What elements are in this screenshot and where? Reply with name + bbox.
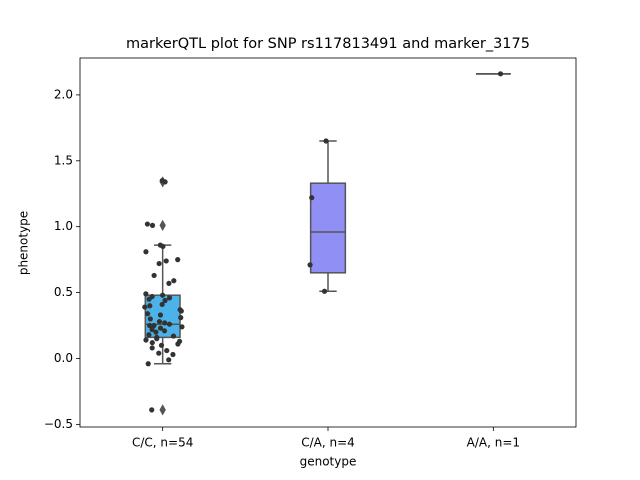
data-point xyxy=(143,249,149,255)
data-point xyxy=(157,312,164,318)
data-point xyxy=(146,332,152,338)
data-point xyxy=(156,260,162,267)
data-point xyxy=(175,341,181,347)
data-point xyxy=(146,296,152,302)
data-point xyxy=(309,195,315,201)
data-point xyxy=(178,308,184,314)
data-point xyxy=(178,315,184,321)
data-point xyxy=(497,71,504,77)
box xyxy=(309,182,347,274)
data-point xyxy=(156,318,163,325)
data-point xyxy=(162,179,168,185)
x-axis-label: genotype xyxy=(300,455,357,469)
y-tick-label: 2.0 xyxy=(54,87,73,101)
data-point xyxy=(158,342,165,348)
x-tick-label: A/A, n=1 xyxy=(467,436,520,450)
data-point xyxy=(162,297,168,304)
data-point xyxy=(166,280,172,286)
data-point xyxy=(145,311,151,317)
data-point xyxy=(142,304,148,310)
data-point xyxy=(170,351,176,358)
y-tick-label: 1.5 xyxy=(54,153,73,167)
data-point xyxy=(160,243,166,250)
y-tick-label: −0.5 xyxy=(44,417,73,431)
data-point xyxy=(159,301,165,308)
data-point xyxy=(154,336,160,342)
data-point xyxy=(171,278,177,284)
data-point xyxy=(149,222,156,228)
data-point xyxy=(175,257,181,263)
data-point xyxy=(160,292,166,298)
y-tick-label: 1.0 xyxy=(54,219,73,233)
data-point xyxy=(323,138,329,144)
data-point xyxy=(156,350,162,356)
data-point xyxy=(163,258,169,264)
chart-title: markerQTL plot for SNP rs117813491 and m… xyxy=(126,36,530,52)
data-point xyxy=(162,320,168,326)
data-point xyxy=(166,321,173,327)
data-point xyxy=(144,221,151,227)
data-point xyxy=(149,326,155,333)
x-tick-label: C/A, n=4 xyxy=(301,436,355,450)
outlier xyxy=(159,219,166,231)
data-point xyxy=(149,345,155,351)
data-point xyxy=(151,322,157,329)
data-point xyxy=(143,337,149,343)
data-point xyxy=(321,288,328,294)
data-point xyxy=(170,333,177,339)
data-point xyxy=(166,295,173,301)
data-point xyxy=(166,357,172,363)
data-point xyxy=(147,316,153,322)
y-tick-label: 0.5 xyxy=(54,285,73,299)
data-point xyxy=(151,272,157,279)
data-point xyxy=(179,324,185,330)
data-point xyxy=(149,340,155,346)
data-point xyxy=(164,347,170,354)
data-point xyxy=(157,325,164,331)
data-point xyxy=(161,328,168,334)
y-axis-label: phenotype xyxy=(17,211,31,275)
data-point xyxy=(147,303,153,309)
data-point xyxy=(153,329,159,335)
data-point xyxy=(146,322,153,329)
x-tick-label: C/C, n=54 xyxy=(132,436,193,450)
data-point xyxy=(149,407,155,413)
y-tick-label: 0.0 xyxy=(54,351,73,365)
data-point xyxy=(307,262,313,268)
data-point xyxy=(145,361,151,367)
outlier xyxy=(159,404,166,416)
data-point xyxy=(143,291,149,297)
